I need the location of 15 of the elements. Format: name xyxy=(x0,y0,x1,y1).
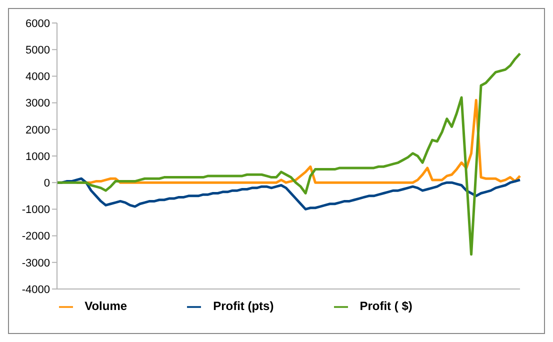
y-tick-label: 5000 xyxy=(26,44,50,57)
y-tick-label: -2000 xyxy=(22,230,50,243)
line-series xyxy=(56,52,522,256)
y-tick-label: 1000 xyxy=(26,150,50,163)
y-tick-label: -3000 xyxy=(22,257,50,270)
legend-label: Profit (pts) xyxy=(213,299,274,313)
y-tick-label: 3000 xyxy=(26,98,50,110)
y-tick-label: 0 xyxy=(44,178,50,190)
y-tick-label: -4000 xyxy=(22,284,50,296)
y-tick-label: 6000 xyxy=(26,18,50,30)
legend-label: Volume xyxy=(84,299,128,313)
y-tick-label: 2000 xyxy=(26,124,50,136)
y-tick-label: 4000 xyxy=(26,71,50,84)
y-tick-label: -1000 xyxy=(22,204,50,216)
legend-label: Profit ( $) xyxy=(360,299,412,313)
